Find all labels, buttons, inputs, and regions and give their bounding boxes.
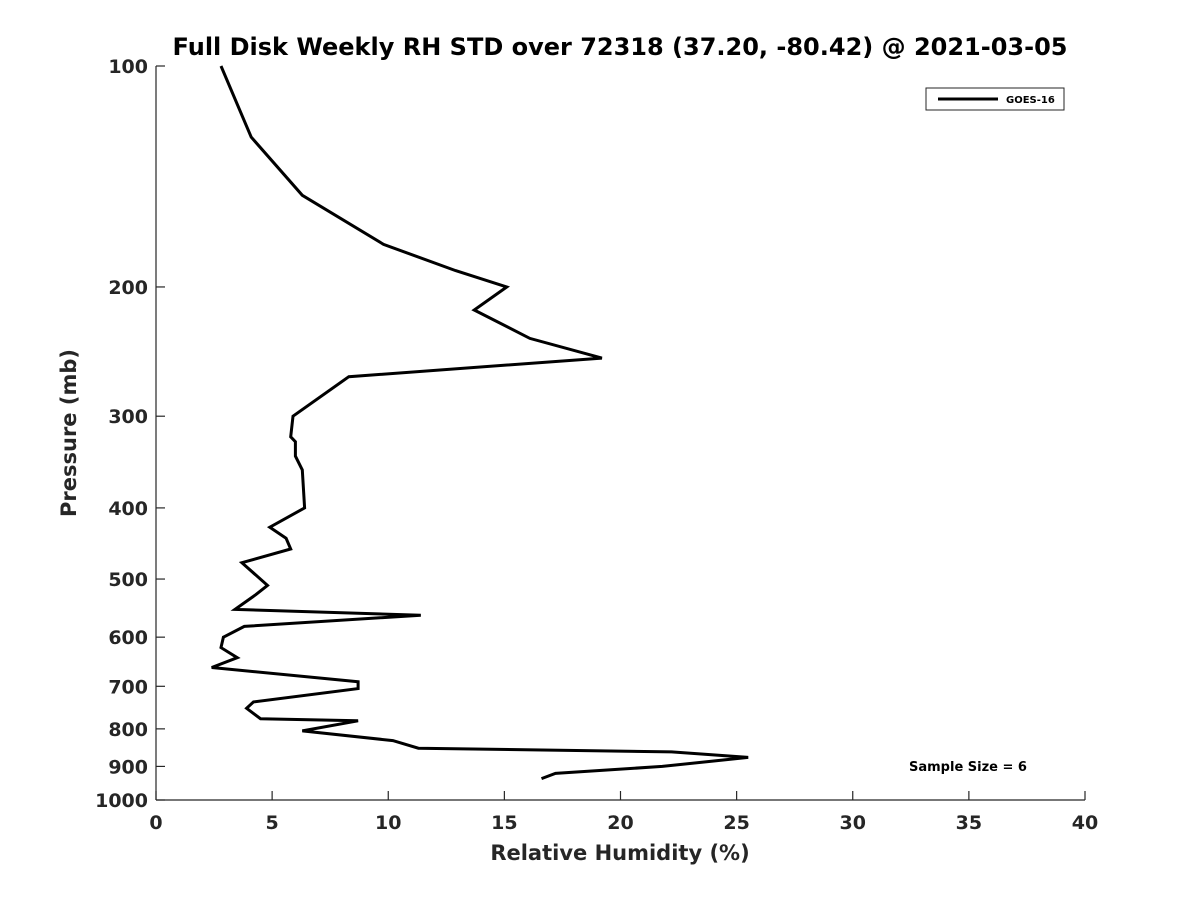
x-tick-label: 25 xyxy=(723,812,749,834)
y-tick-label: 900 xyxy=(108,756,148,778)
chart-title: Full Disk Weekly RH STD over 72318 (37.2… xyxy=(173,33,1068,61)
y-tick-label: 100 xyxy=(108,56,148,78)
y-tick-label: 400 xyxy=(108,498,148,520)
series-layer xyxy=(211,65,749,781)
y-axis-ticks: 100 200 300 400 500 600 700 800 900 1000 xyxy=(95,56,165,812)
x-tick-label: 35 xyxy=(956,812,982,834)
y-tick-label: 200 xyxy=(108,277,148,299)
x-tick-label: 15 xyxy=(491,812,517,834)
legend: GOES-16 xyxy=(925,87,1065,111)
x-tick-label: 40 xyxy=(1072,812,1098,834)
x-axis-ticks: 0 5 10 15 20 25 30 35 40 xyxy=(149,791,1098,834)
legend-label-goes-16: GOES-16 xyxy=(1006,95,1055,106)
sample-size-annotation: Sample Size = 6 xyxy=(909,760,1027,775)
x-tick-label: 0 xyxy=(149,812,162,834)
x-tick-label: 20 xyxy=(607,812,633,834)
series-line-goes-16 xyxy=(211,65,749,781)
y-tick-label: 700 xyxy=(108,676,148,698)
x-tick-label: 30 xyxy=(840,812,866,834)
y-axis-label: Pressure (mb) xyxy=(57,349,81,517)
x-tick-label: 10 xyxy=(375,812,401,834)
x-axis-label: Relative Humidity (%) xyxy=(490,841,749,865)
y-tick-label: 300 xyxy=(108,406,148,428)
x-tick-label: 5 xyxy=(266,812,279,834)
y-tick-label: 500 xyxy=(108,569,148,591)
y-tick-label: 800 xyxy=(108,719,148,741)
y-tick-label: 600 xyxy=(108,627,148,649)
y-tick-label: 1000 xyxy=(95,790,148,812)
plot-area: 0 5 10 15 20 25 30 35 40 100 200 300 400 500 600 700 80… xyxy=(95,56,1098,834)
